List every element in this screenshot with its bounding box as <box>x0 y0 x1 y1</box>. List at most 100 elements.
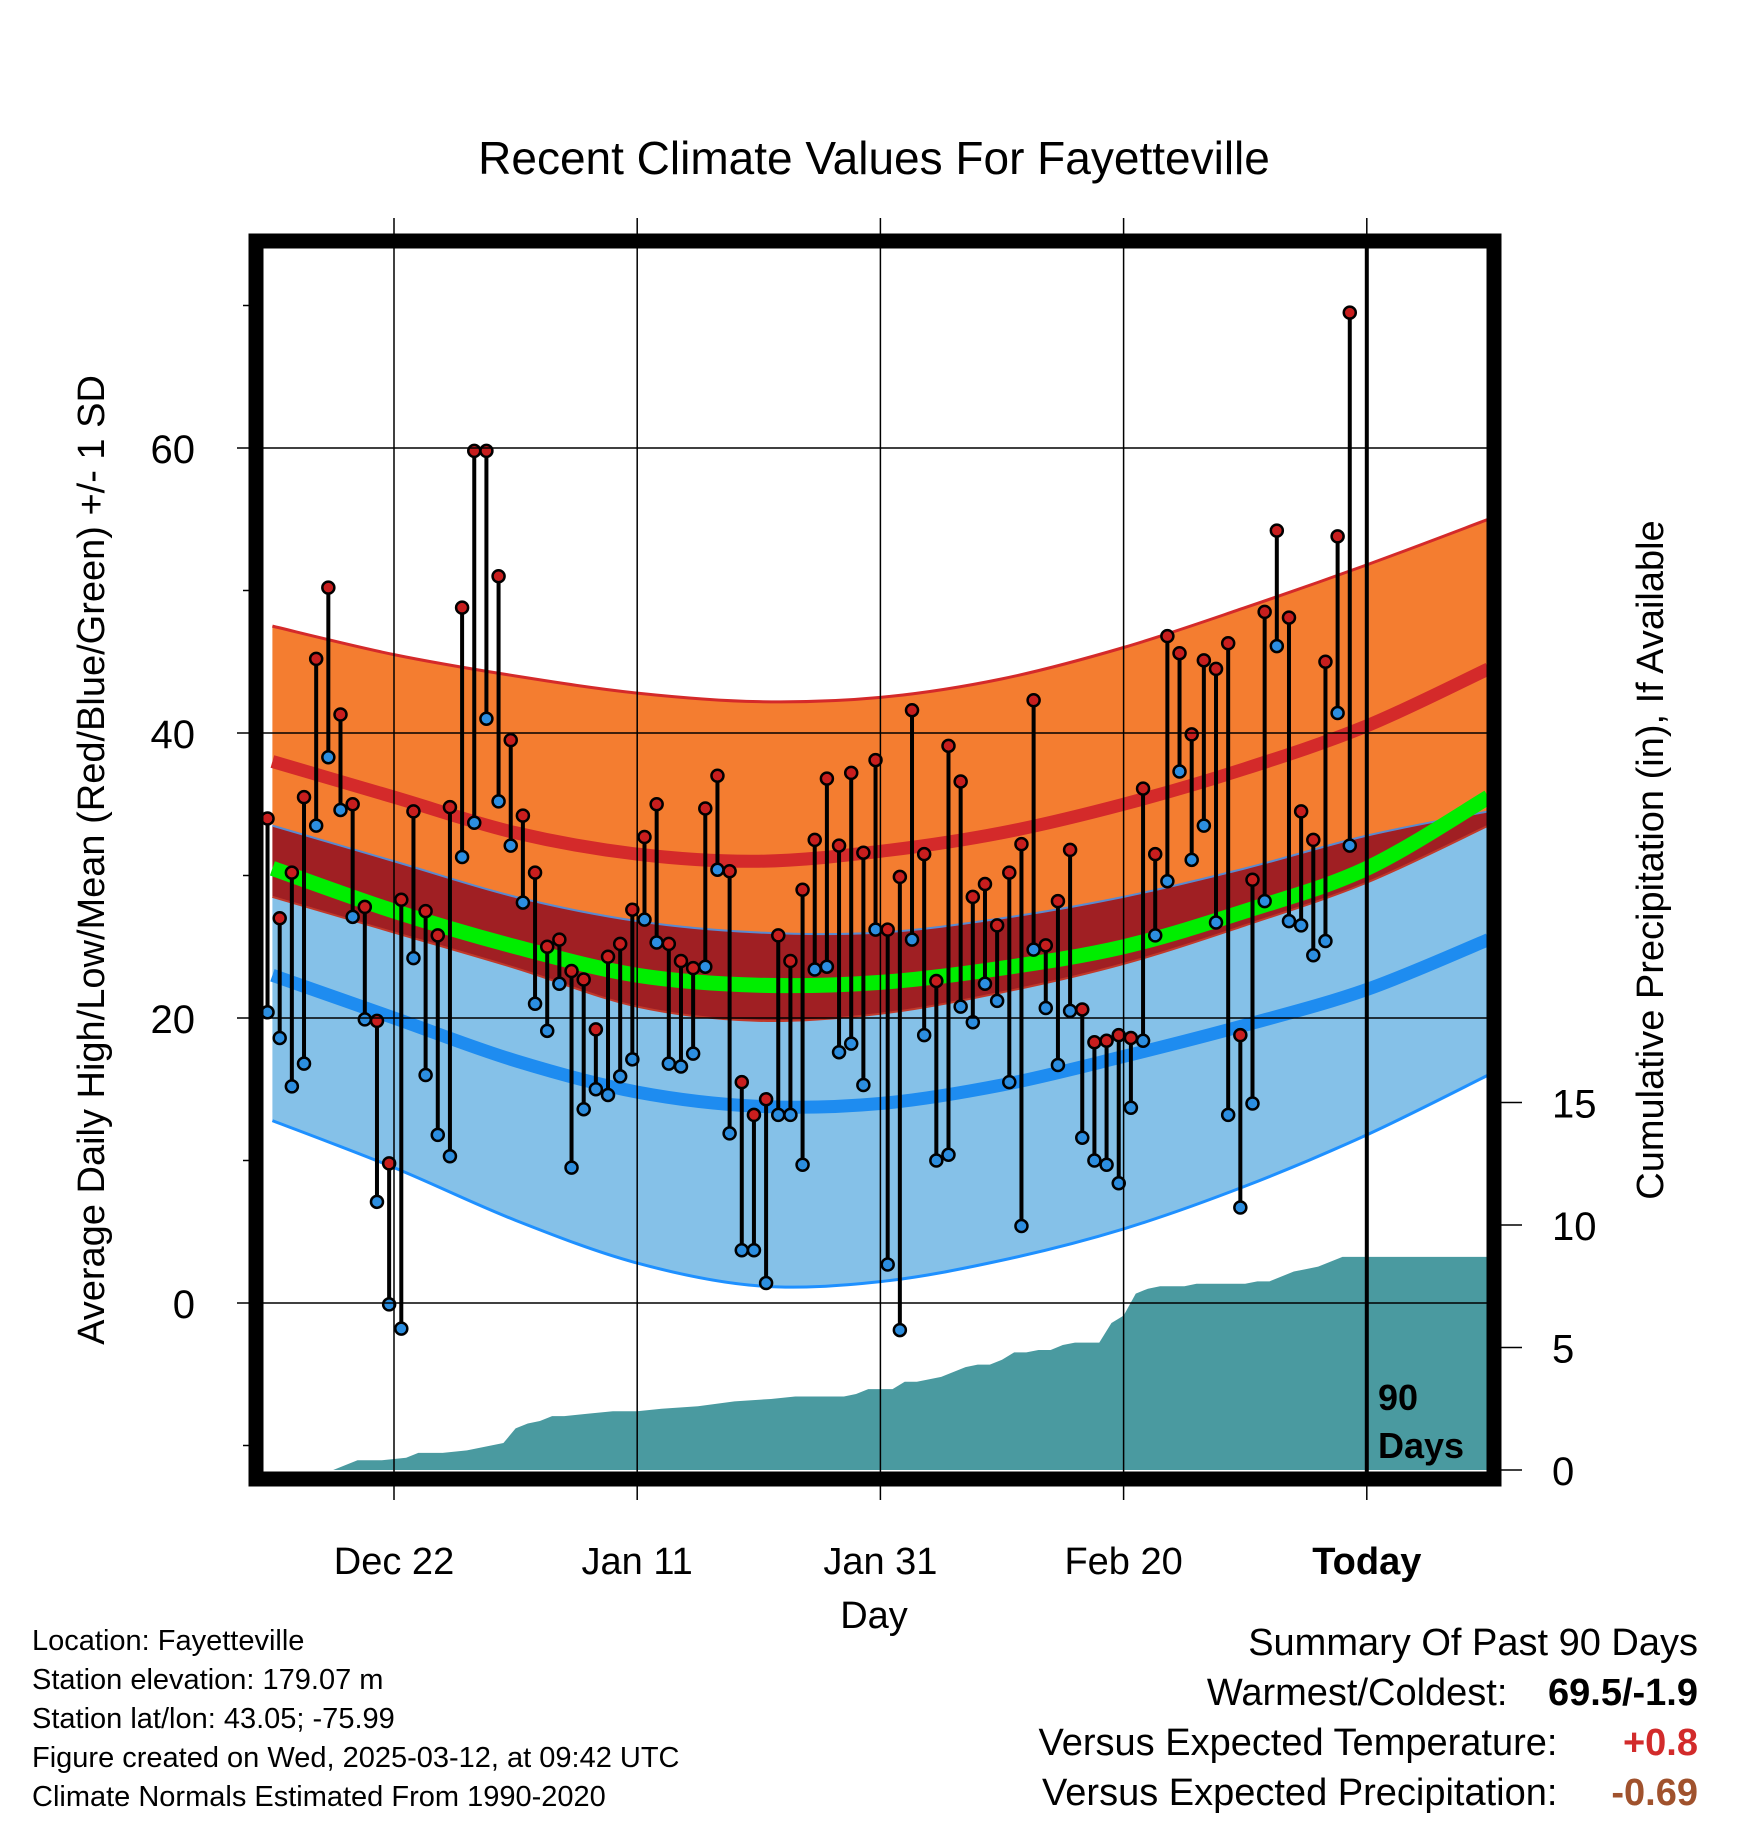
daily-low-point <box>418 1067 433 1083</box>
daily-low-point <box>1087 1153 1102 1168</box>
daily-high-point <box>916 846 932 862</box>
daily-low-point <box>1062 1003 1078 1019</box>
daily-high-point <box>564 963 579 979</box>
daily-high-point <box>904 702 920 718</box>
daily-series <box>263 305 1358 1338</box>
daily-low-point <box>649 935 664 950</box>
temp-row: Versus Expected Temperature: +0.8 <box>1039 1722 1698 1765</box>
daily-low-point <box>977 976 993 992</box>
daily-high-point <box>1147 846 1163 862</box>
daily-low-point <box>284 1079 300 1094</box>
daily-high-point <box>1038 938 1054 953</box>
daily-low-point <box>685 1046 701 1061</box>
daily-low-point <box>698 959 713 974</box>
warmest-label: Warmest/Coldest: <box>1206 1672 1508 1714</box>
daily-high-point <box>831 838 847 853</box>
daily-high-point <box>710 768 725 783</box>
daily-high-point <box>321 580 336 595</box>
x-tick-label: Jan 11 <box>582 1541 693 1583</box>
daily-high-point <box>527 865 543 880</box>
daily-high-point <box>868 752 883 768</box>
daily-low-point <box>625 1052 640 1067</box>
daily-low-point <box>916 1027 932 1043</box>
daily-low-point <box>637 912 652 927</box>
daily-high-point <box>1099 1033 1114 1049</box>
daily-high-point <box>1075 1002 1090 1017</box>
daily-low-point <box>1002 1074 1017 1090</box>
precip-label: Versus Expected Precipitation: <box>1042 1772 1558 1814</box>
daily-low-point <box>1257 893 1272 909</box>
daily-low-point <box>588 1082 604 1097</box>
daily-low-point <box>1123 1100 1139 1116</box>
daily-high-point <box>272 911 287 926</box>
x-axis-label: Day <box>840 1595 908 1637</box>
daily-low-point <box>819 959 835 974</box>
warmest-value: 69.5/-1.9 <box>1548 1672 1698 1714</box>
daily-low-point <box>345 909 360 925</box>
daily-high-point <box>430 928 446 943</box>
daily-low-point <box>527 996 543 1011</box>
daily-high-point <box>1087 1034 1102 1050</box>
daily-high-point <box>1160 628 1175 644</box>
daily-low-point <box>357 1012 373 1027</box>
daily-high-point <box>771 928 786 943</box>
daily-low-point <box>1318 933 1333 949</box>
temp-value: +0.8 <box>1622 1722 1698 1764</box>
daily-low-point <box>795 1157 810 1173</box>
daily-low-point <box>1269 638 1285 654</box>
latlon-text: Station lat/lon: 43.05; -75.99 <box>32 1703 395 1735</box>
daily-high-point <box>1196 653 1212 668</box>
daily-high-point <box>442 799 458 815</box>
daily-high-point <box>588 1022 604 1037</box>
daily-high-point <box>1014 836 1029 852</box>
daily-low-point <box>1281 913 1297 929</box>
daily-high-point <box>807 832 822 848</box>
daily-low-point <box>843 1036 859 1051</box>
daily-low-point <box>965 1015 981 1030</box>
normals-text: Climate Normals Estimated From 1990-2020 <box>32 1781 606 1813</box>
daily-low-point <box>454 849 470 865</box>
daily-low-point <box>1014 1218 1029 1234</box>
daily-low-point <box>1050 1057 1066 1073</box>
y-tick-label: 20 <box>151 998 196 1042</box>
y2-tick-label: 15 <box>1552 1083 1597 1127</box>
daily-high-point <box>284 865 300 880</box>
daily-high-point <box>394 892 409 907</box>
daily-low-point <box>771 1107 786 1123</box>
daily-high-point <box>1281 610 1297 625</box>
daily-high-point <box>734 1074 750 1090</box>
daily-high-point <box>600 949 616 964</box>
daily-high-point <box>1026 692 1041 708</box>
daily-low-point <box>491 794 506 809</box>
daily-high-point <box>612 936 628 952</box>
y-tick-label: 0 <box>173 1283 195 1327</box>
daily-low-point <box>856 1077 871 1093</box>
daily-high-point <box>965 889 981 905</box>
daily-high-point <box>1135 781 1151 796</box>
daily-high-point <box>1245 872 1260 888</box>
daily-high-point <box>1172 645 1187 661</box>
daily-high-point <box>1306 832 1321 848</box>
daily-high-point <box>685 960 701 976</box>
daily-high-point <box>1050 893 1066 909</box>
daily-high-point <box>406 804 421 819</box>
created-text: Figure created on Wed, 2025-03-12, at 09… <box>32 1742 680 1774</box>
daily-low-point <box>1233 1200 1248 1215</box>
daily-low-point <box>308 818 324 833</box>
y2-tick-label: 5 <box>1552 1328 1574 1372</box>
location-text: Location: Fayetteville <box>32 1625 305 1657</box>
daily-high-point <box>953 774 968 789</box>
daily-low-point <box>600 1087 616 1103</box>
daily-high-point <box>649 797 664 812</box>
daily-low-point <box>758 1275 774 1291</box>
daily-low-point <box>1038 1000 1054 1016</box>
daily-low-point <box>1196 818 1212 833</box>
daily-low-point <box>333 802 348 818</box>
daily-low-point <box>406 950 421 966</box>
daily-low-point <box>831 1044 847 1060</box>
daily-low-point <box>612 1069 628 1084</box>
daily-low-point <box>1135 1033 1151 1049</box>
daily-low-point <box>1075 1130 1090 1145</box>
daily-high-point <box>1318 654 1333 669</box>
